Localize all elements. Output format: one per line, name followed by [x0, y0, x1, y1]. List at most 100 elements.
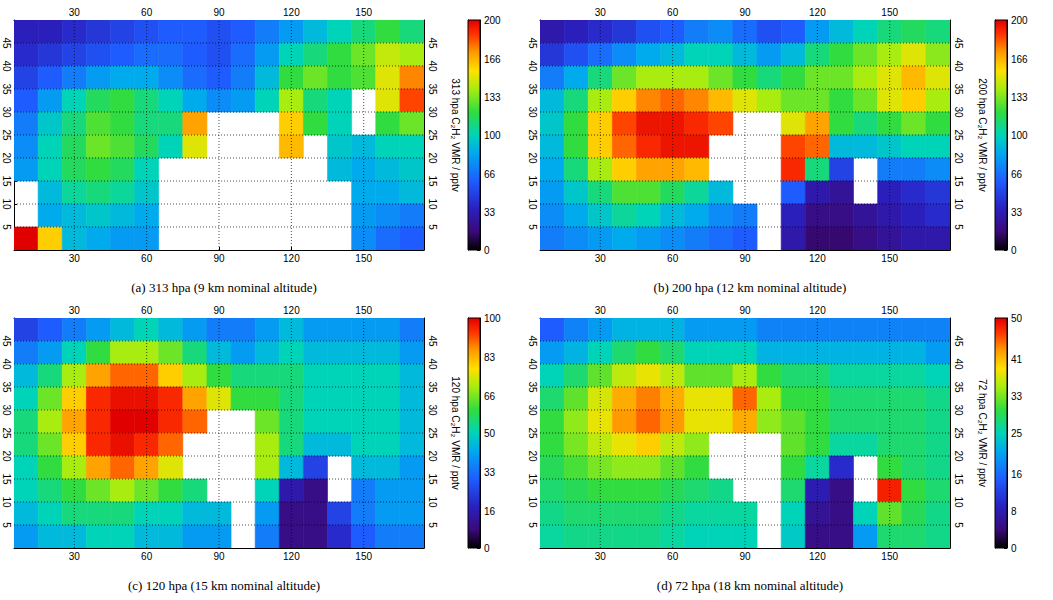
svg-text:30: 30 [69, 305, 81, 316]
svg-text:100: 100 [1011, 130, 1028, 141]
svg-text:30: 30 [953, 106, 964, 118]
svg-text:60: 60 [141, 253, 153, 264]
svg-text:50: 50 [1011, 313, 1023, 324]
svg-text:0: 0 [1011, 543, 1017, 554]
svg-text:45: 45 [953, 37, 964, 49]
svg-text:(c) 120 hpa (15 km nominal alt: (c) 120 hpa (15 km nominal altitude) [128, 578, 320, 593]
svg-text:60: 60 [667, 7, 679, 18]
svg-text:10: 10 [953, 198, 964, 210]
svg-text:20: 20 [1, 152, 12, 164]
svg-text:45: 45 [1, 335, 12, 347]
svg-text:45: 45 [1, 37, 12, 49]
svg-text:0: 0 [484, 245, 490, 256]
svg-text:8: 8 [1011, 506, 1017, 517]
svg-text:25: 25 [527, 129, 538, 141]
svg-text:66: 66 [484, 391, 496, 402]
svg-text:0: 0 [1011, 245, 1017, 256]
svg-text:30: 30 [527, 106, 538, 118]
svg-text:150: 150 [881, 253, 898, 264]
svg-text:25: 25 [1, 129, 12, 141]
svg-text:45: 45 [527, 335, 538, 347]
svg-text:20: 20 [953, 450, 964, 462]
svg-text:15: 15 [953, 175, 964, 187]
svg-text:35: 35 [953, 83, 964, 95]
svg-text:30: 30 [69, 551, 81, 562]
svg-text:35: 35 [427, 381, 438, 393]
svg-text:16: 16 [484, 506, 496, 517]
svg-text:5: 5 [527, 522, 538, 528]
svg-text:5: 5 [953, 522, 964, 528]
svg-text:72 hpa C₂H₂ VMR / pptv: 72 hpa C₂H₂ VMR / pptv [977, 379, 988, 487]
svg-text:10: 10 [527, 496, 538, 508]
svg-text:5: 5 [427, 224, 438, 230]
svg-text:25: 25 [1011, 428, 1023, 439]
svg-text:35: 35 [527, 83, 538, 95]
svg-text:90: 90 [213, 305, 225, 316]
svg-text:90: 90 [739, 305, 751, 316]
svg-text:150: 150 [355, 253, 372, 264]
svg-text:25: 25 [427, 129, 438, 141]
svg-text:35: 35 [1, 381, 12, 393]
svg-text:40: 40 [527, 60, 538, 72]
svg-text:120: 120 [809, 253, 826, 264]
svg-text:90: 90 [739, 551, 751, 562]
svg-text:90: 90 [213, 7, 225, 18]
svg-text:313 hpa C₂H₂ VMR / pptv: 313 hpa C₂H₂ VMR / pptv [450, 78, 461, 191]
svg-text:25: 25 [1, 427, 12, 439]
svg-text:5: 5 [953, 224, 964, 230]
svg-text:90: 90 [739, 7, 751, 18]
svg-text:(b) 200 hpa (12 km nominal alt: (b) 200 hpa (12 km nominal altitude) [654, 280, 847, 295]
svg-text:15: 15 [953, 473, 964, 485]
svg-text:35: 35 [527, 381, 538, 393]
svg-text:45: 45 [953, 335, 964, 347]
svg-text:150: 150 [881, 305, 898, 316]
svg-text:40: 40 [1, 60, 12, 72]
svg-text:25: 25 [527, 427, 538, 439]
svg-text:15: 15 [1, 473, 12, 485]
svg-text:40: 40 [953, 60, 964, 72]
svg-text:66: 66 [484, 169, 496, 180]
svg-text:20: 20 [953, 152, 964, 164]
svg-text:200: 200 [1011, 15, 1028, 26]
svg-text:(d) 72 hpa (18 km nominal alti: (d) 72 hpa (18 km nominal altitude) [657, 578, 843, 593]
svg-text:10: 10 [1, 496, 12, 508]
svg-text:60: 60 [141, 551, 153, 562]
svg-text:35: 35 [427, 83, 438, 95]
svg-text:5: 5 [1, 522, 12, 528]
svg-text:5: 5 [1, 224, 12, 230]
svg-text:25: 25 [953, 427, 964, 439]
svg-text:33: 33 [484, 207, 496, 218]
svg-text:25: 25 [953, 129, 964, 141]
svg-text:5: 5 [427, 522, 438, 528]
svg-text:150: 150 [881, 551, 898, 562]
svg-text:150: 150 [881, 7, 898, 18]
svg-text:33: 33 [1011, 207, 1023, 218]
svg-text:(a) 313 hpa (9 km nominal alti: (a) 313 hpa (9 km nominal altitude) [131, 280, 317, 295]
svg-text:120: 120 [283, 7, 300, 18]
svg-text:120: 120 [809, 551, 826, 562]
svg-text:20: 20 [527, 152, 538, 164]
svg-text:30: 30 [427, 106, 438, 118]
svg-text:150: 150 [355, 7, 372, 18]
svg-text:10: 10 [427, 198, 438, 210]
svg-text:200 hpa C₂H₂ VMR / pptv: 200 hpa C₂H₂ VMR / pptv [977, 78, 988, 191]
svg-text:5: 5 [527, 224, 538, 230]
svg-text:45: 45 [527, 37, 538, 49]
svg-text:30: 30 [595, 305, 607, 316]
svg-text:30: 30 [1, 106, 12, 118]
svg-text:30: 30 [69, 253, 81, 264]
svg-text:60: 60 [667, 253, 679, 264]
svg-text:166: 166 [1011, 54, 1028, 65]
svg-text:15: 15 [527, 473, 538, 485]
svg-text:90: 90 [213, 551, 225, 562]
svg-text:200: 200 [484, 15, 501, 26]
svg-text:45: 45 [427, 335, 438, 347]
svg-text:40: 40 [953, 358, 964, 370]
svg-text:40: 40 [427, 358, 438, 370]
svg-text:60: 60 [667, 305, 679, 316]
svg-text:60: 60 [141, 305, 153, 316]
svg-text:166: 166 [484, 54, 501, 65]
svg-text:35: 35 [953, 381, 964, 393]
svg-text:15: 15 [427, 175, 438, 187]
svg-text:60: 60 [141, 7, 153, 18]
